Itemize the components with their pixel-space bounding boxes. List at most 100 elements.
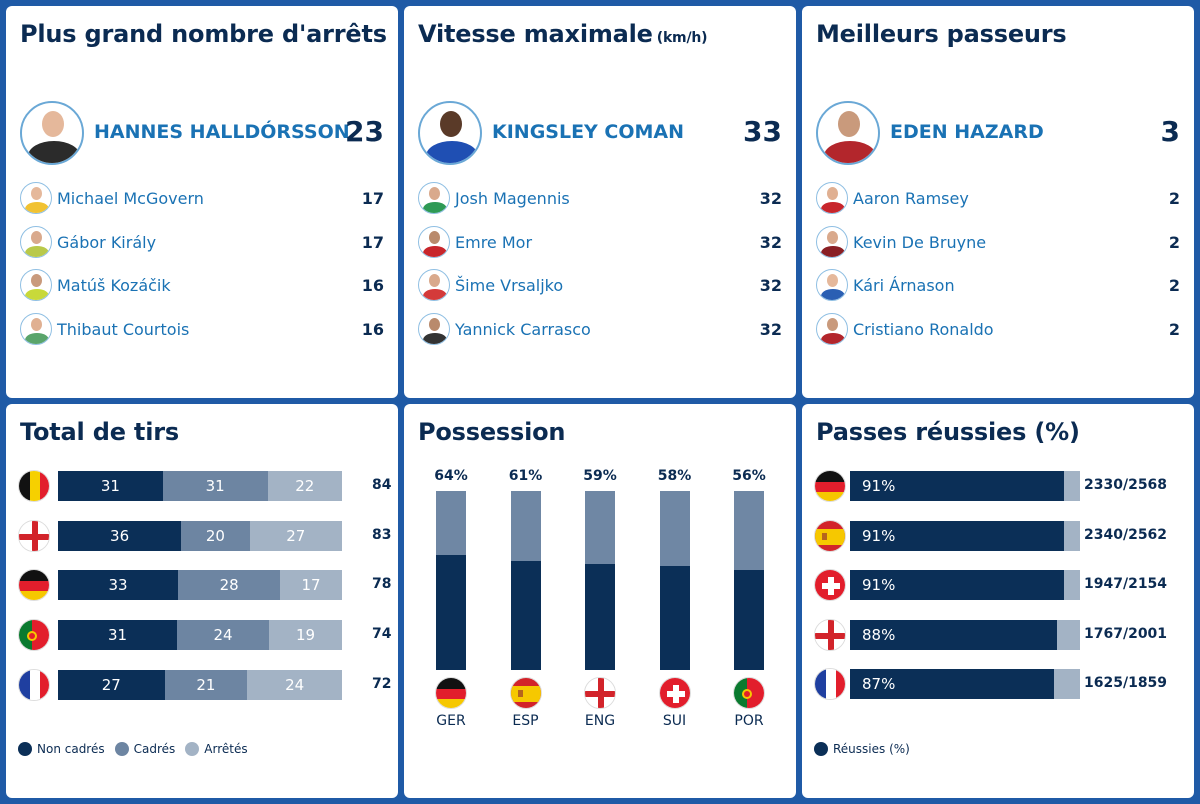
pass-track: 91% [850,570,1080,600]
shot-total: 78 [372,576,392,593]
bar-segment-cadrés: 24 [176,620,270,651]
player-photo [418,101,482,165]
player-name: Šime Vrsaljko [455,276,564,295]
legend-label: Réussies (%) [833,742,910,756]
player-value: 32 [759,319,782,339]
leader-value: 23 [345,115,384,148]
legend-item: Réussies (%) [814,742,910,756]
stacked-bar: 33 28 17 [58,570,342,601]
stacked-bar: 31 31 22 [58,471,342,501]
pass-row-sui[interactable]: 91% 1947/2154 [814,569,1174,601]
possession-label: 56% [732,468,766,484]
saves-list: Michael McGovern 17 Gábor Király 17 Matú… [20,182,384,356]
player-photo [816,101,880,165]
speed-list: Josh Magennis 32 Emre Mor 32 Šime Vrsalj… [418,182,782,356]
team-code: ESP [512,713,539,729]
pass-bar: 91% [850,570,1064,600]
stacked-bar: 31 24 19 [58,620,342,651]
saves-leader[interactable]: HANNES HALLDÓRSSON 23 [20,101,384,167]
bar-segment-non-cadrés: 33 [58,570,179,601]
shot-row-por[interactable]: 31 24 19 74 [18,619,398,652]
portugal-flag-icon [18,619,50,652]
player-photo [418,312,450,345]
assists-card: Meilleurs passeurs EDEN HAZARD 3 Aaron R… [802,6,1194,398]
pass-row-fra[interactable]: 87% 1625/1859 [814,668,1174,700]
germany-flag-icon [435,677,467,709]
pass-row-esp[interactable]: 91% 2340/2562 [814,519,1174,552]
bar-segment-cadrés: 28 [178,570,281,601]
list-item[interactable]: Cristiano Ronaldo 2 [816,312,1180,357]
france-flag-icon [18,668,50,701]
bar-segment-arrêtés: 27 [249,520,342,551]
bar-segment-non-cadrés: 31 [58,471,163,501]
passes-card: Passes réussies (%) [802,404,1194,798]
saves-card: Plus grand nombre d'arrêts HANNES HALLDÓ… [6,6,398,398]
shot-row-fra[interactable]: 27 21 24 72 [18,668,398,701]
legend-item: Non cadrés [18,742,105,756]
list-item[interactable]: Gábor Király 17 [20,225,384,270]
bar-segment-non-cadrés: 36 [58,520,182,551]
list-item[interactable]: Michael McGovern 17 [20,182,384,226]
bar-segment-non-cadrés: 31 [58,620,177,651]
player-value: 32 [759,189,782,208]
player-name: Aaron Ramsey [853,189,969,208]
player-name: Gábor Király [57,232,157,252]
pass-ratio: 1625/1859 [1084,675,1168,691]
england-flag-icon [584,677,616,709]
pass-bar: 87% [850,669,1055,699]
bar-segment-cadrés: 21 [164,669,248,700]
player-photo [418,182,450,214]
team-code: ENG [584,713,616,729]
speed-title-text: Vitesse maximale [418,20,653,48]
team-code: POR [734,713,764,729]
legend-label: Arrêtés [204,742,248,756]
legend-label: Cadrés [133,742,176,756]
shot-row-ger[interactable]: 33 28 17 78 [18,569,398,602]
legend-label: Non cadrés [37,742,105,756]
shot-row-eng[interactable]: 36 20 27 83 [18,519,398,552]
pass-ratio: 2330/2568 [1084,477,1168,493]
possession-track [510,491,541,670]
legend-item: Arrêtés [185,742,248,756]
team-code: SUI [662,713,687,729]
assists-leader[interactable]: EDEN HAZARD 3 [816,101,1180,167]
player-photo [20,225,52,258]
pass-row-eng[interactable]: 88% 1767/2001 [814,618,1174,651]
speed-leader[interactable]: KINGSLEY COMAN 33 [418,101,782,167]
player-name: Cristiano Ronaldo [853,319,994,339]
bar-segment-arrêtés: 24 [247,669,342,700]
possession-bar [585,564,615,670]
list-item[interactable]: Yannick Carrasco 32 [418,312,782,357]
leader-value: 3 [1160,115,1180,148]
pass-track: 88% [850,619,1080,650]
player-name: Michael McGovern [57,189,204,208]
pass-ratio: 2340/2562 [1084,526,1168,543]
list-item[interactable]: Matúš Kozáčik 16 [20,269,384,313]
player-photo [20,269,52,301]
player-photo [20,312,52,345]
possession-track [659,491,690,670]
player-value: 2 [1168,276,1180,295]
player-value: 32 [759,276,782,295]
list-item[interactable]: Emre Mor 32 [418,225,782,270]
germany-flag-icon [18,569,50,602]
pass-track: 87% [850,669,1080,699]
list-item[interactable]: Thibaut Courtois 16 [20,312,384,357]
shot-total: 72 [372,675,392,692]
team-code: GER [436,713,466,729]
pass-bar: 91% [850,471,1064,501]
pass-ratio: 1947/2154 [1084,576,1168,592]
pass-row-ger[interactable]: 91% 2330/2568 [814,470,1174,502]
list-item[interactable]: Josh Magennis 32 [418,182,782,226]
shot-row-bel[interactable]: 31 31 22 84 [18,470,398,502]
player-name: Kevin De Bruyne [853,232,987,252]
player-name: Emre Mor [455,232,533,252]
pass-ratio: 1767/2001 [1084,625,1168,642]
list-item[interactable]: Aaron Ramsey 2 [816,182,1180,226]
list-item[interactable]: Šime Vrsaljko 32 [418,269,782,313]
bar-segment-arrêtés: 22 [267,471,342,501]
list-item[interactable]: Kevin De Bruyne 2 [816,225,1180,270]
list-item[interactable]: Kári Árnason 2 [816,269,1180,313]
spain-flag-icon [814,519,846,552]
speed-title: Vitesse maximale (km/h) [418,20,708,48]
